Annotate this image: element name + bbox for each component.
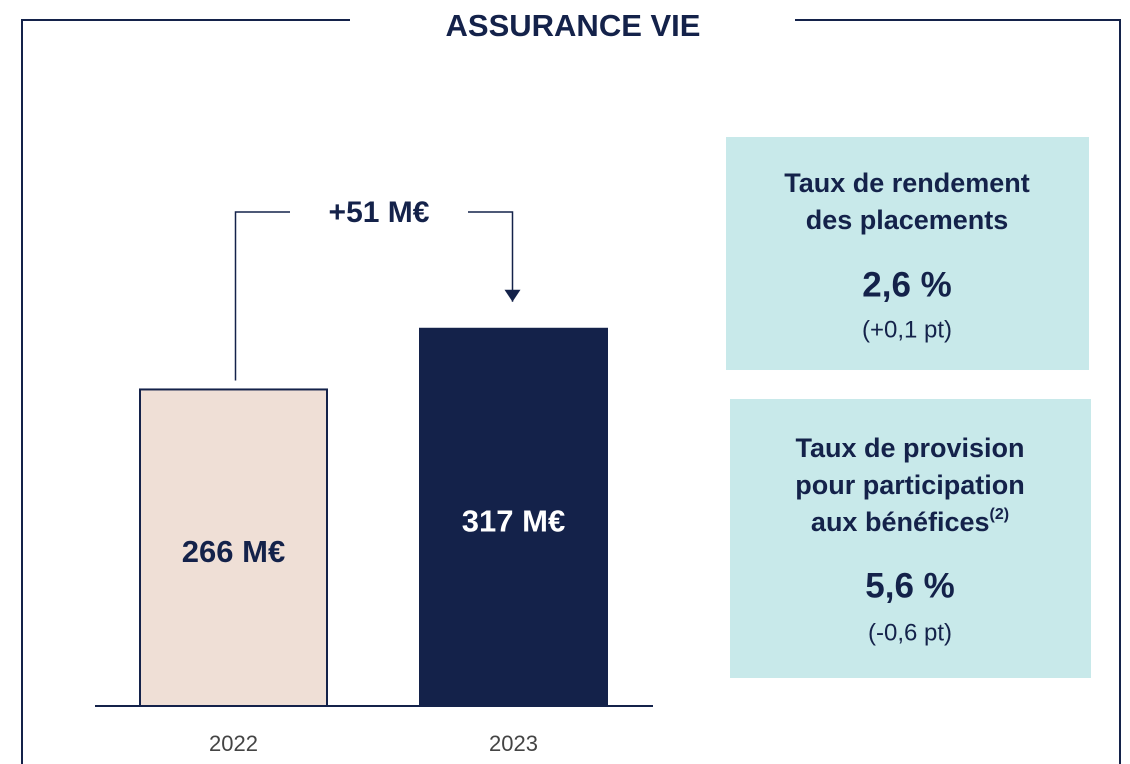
value-label: 317 M€: [462, 504, 565, 539]
kpi-box: [730, 399, 1091, 678]
kpi-title-line: aux bénéfices: [811, 507, 990, 537]
kpi-title: Taux de rendement: [784, 168, 1030, 198]
kpi-change: (+0,1 pt): [862, 316, 952, 343]
kpi-title: des placements: [806, 205, 1009, 235]
delta-label: +51 M€: [329, 196, 430, 229]
kpi-box: [726, 137, 1089, 370]
bar: [139, 388, 328, 707]
x-tick-label: 2022: [209, 731, 258, 756]
kpi-title: pour participation: [795, 470, 1025, 500]
kpi-value: 5,6 %: [865, 566, 955, 605]
x-tick-label: 2023: [489, 731, 538, 756]
delta-bracket: [234, 211, 514, 381]
kpi-title: Taux de provision: [795, 433, 1024, 463]
kpi-change: (-0,6 pt): [868, 619, 952, 646]
value-label: 266 M€: [182, 534, 285, 569]
frame: [21, 19, 1121, 764]
delta-arrowhead: [504, 289, 521, 302]
kpi-title: aux bénéfices(2): [811, 506, 1009, 537]
bar: [419, 327, 608, 707]
footnote-mark: (2): [990, 506, 1010, 523]
kpi-value: 2,6 %: [862, 265, 952, 304]
title: ASSURANCE VIE: [446, 8, 701, 43]
